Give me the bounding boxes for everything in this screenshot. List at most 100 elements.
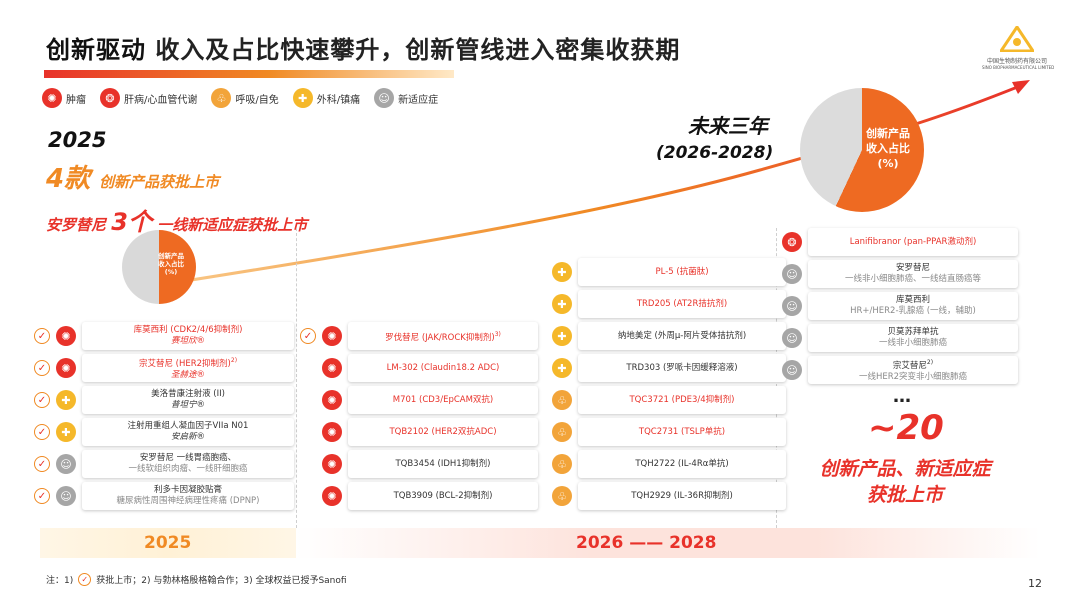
drug-card: 贝莫苏拜单抗 一线非小细胞肺癌 [808, 324, 1018, 352]
person-plus-icon: ☺ [782, 296, 802, 316]
logo-triangle-icon [998, 24, 1036, 53]
headline-count: 4款 创新产品获批上市 [46, 164, 220, 194]
person-plus-icon: ☺ [782, 264, 802, 284]
legend-item: ❂ 肝病/心血管代谢 [100, 88, 197, 108]
page-title: 创新驱动 收入及占比快速攀升，创新管线进入密集收获期 [46, 36, 681, 64]
pipeline-row: ♧ TQH2722 (IL-4Rα单抗) [552, 450, 786, 478]
approval-text: 创新产品、新适应症 获批上市 [819, 458, 991, 506]
check-icon: ✓ [34, 424, 50, 440]
pipeline-row: ✓ ✚ 注射用重组人凝血因子VIIa N01 安启新® [34, 418, 294, 446]
check-icon: ✓ [78, 573, 92, 586]
liver-icon: ❂ [782, 232, 802, 252]
check-icon: ✓ [300, 328, 316, 344]
drug-card: 宗艾替尼2) 一线HER2突变非小细胞肺癌 [808, 356, 1018, 384]
pipeline-row: ✚ PL-5 (抗菌肽) [552, 258, 786, 286]
pipeline-row: ✚ 纳地美定 (外周μ-阿片受体拮抗剂) [552, 322, 786, 350]
pipeline-row: ✺ TQB3454 (IDH1抑制剂) [300, 450, 538, 478]
tumor-icon: ✺ [42, 88, 62, 108]
legend-label: 肝病/心血管代谢 [124, 94, 198, 106]
company-logo: 中国生物制药有限公司 SINO BIOPHARMACEUTICAL LIMITE… [982, 24, 1054, 70]
pipeline-row: ♧ TQC3721 (PDE3/4抑制剂) [552, 386, 786, 414]
lung-icon: ♧ [211, 88, 232, 108]
person-plus-icon: ☺ [56, 454, 76, 474]
pipeline-row: ✓ ✚ 美洛昔康注射液 (II) 普坦宁® [34, 386, 294, 414]
pipeline-row: ☺ 库莫西利 HR+/HER2-乳腺癌 (一线，辅助) [782, 292, 1018, 320]
drug-card: TQB2102 (HER2双抗ADC) [348, 418, 538, 446]
bandage-icon: ✚ [552, 294, 572, 314]
check-icon: ✓ [34, 488, 50, 504]
drug-card: TQB3454 (IDH1抑制剂) [348, 450, 538, 478]
pipeline-row: ☺ 安罗替尼 一线非小细胞肺癌、一线结直肠癌等 [782, 260, 1018, 288]
pipeline-row: ✺ M701 (CD3/EpCAM双抗) [300, 386, 538, 414]
bandage-icon: ✚ [552, 326, 572, 346]
drug-card: 纳地美定 (外周μ-阿片受体拮抗剂) [578, 322, 786, 350]
pipeline-row: ✓ ✺ 宗艾替尼 (HER2抑制剂)2) 圣赫途® [34, 354, 294, 382]
lung-icon: ♧ [552, 422, 572, 442]
legend-item: ☺ 新适应症 [374, 88, 438, 108]
drug-card: TRD303 (罗哌卡因缓释溶液) [578, 354, 786, 382]
drug-card: 注射用重组人凝血因子VIIa N01 安启新® [82, 418, 294, 446]
pipeline-row: ☺ 贝莫苏拜单抗 一线非小细胞肺癌 [782, 324, 1018, 352]
check-icon: ✓ [34, 392, 50, 408]
drug-card: TQC3721 (PDE3/4抑制剂) [578, 386, 786, 414]
band-2025: 2025 [40, 528, 296, 558]
lung-icon: ♧ [552, 390, 572, 410]
title-underline [44, 70, 454, 78]
liver-icon: ❂ [100, 88, 120, 108]
column-divider [296, 228, 297, 528]
band-2026-2028: 2026 —— 2028 [296, 528, 1040, 558]
drug-card: TQB3909 (BCL-2抑制剂) [348, 482, 538, 510]
check-icon: ✓ [34, 456, 50, 472]
pipeline-row: ✓ ☺ 利多卡因凝胶贴膏 糖尿病性周围神经病理性疼痛 (DPNP) [34, 482, 294, 510]
tumor-icon: ✺ [322, 486, 342, 506]
check-icon: ✓ [34, 360, 50, 376]
footnote: 注：1) ✓ 获批上市；2) 与勃林格殷格翰合作；3) 全球权益已授予Sanof… [46, 573, 347, 586]
drug-card: 利多卡因凝胶贴膏 糖尿病性周围神经病理性疼痛 (DPNP) [82, 482, 294, 510]
person-plus-icon: ☺ [782, 328, 802, 348]
drug-card: TQC2731 (TSLP单抗) [578, 418, 786, 446]
pipeline-row: ✓ ☺ 安罗替尼 一线胃癌胞癌、 一线软组织肉瘤、一线肝细胞癌 [34, 450, 294, 478]
legend-item: ✚ 外科/镇痛 [292, 88, 361, 108]
person-plus-icon: ☺ [782, 360, 802, 380]
check-icon: ✓ [34, 328, 50, 344]
page-number: 12 [1028, 577, 1042, 590]
drug-card: TQH2929 (IL-36R抑制剂) [578, 482, 786, 510]
drug-card: 安罗替尼 一线非小细胞肺癌、一线结直肠癌等 [808, 260, 1018, 288]
future-title: 未来三年 [688, 114, 768, 138]
bandage-icon: ✚ [56, 422, 76, 442]
legend-label: 外科/镇痛 [316, 94, 361, 106]
pipeline-row: ✺ LM-302 (Claudin18.2 ADC) [300, 354, 538, 382]
legend-label: 肿瘤 [66, 94, 86, 106]
pipeline-row: ♧ TQH2929 (IL-36R抑制剂) [552, 482, 786, 510]
bandage-icon: ✚ [552, 262, 572, 282]
pipeline-row: ☺ 宗艾替尼2) 一线HER2突变非小细胞肺癌 [782, 356, 1018, 384]
bandage-icon: ✚ [292, 88, 313, 108]
revenue-share-pie-future: 创新产品 收入占比 (%) [800, 88, 924, 212]
legend-label: 呼吸/自免 [235, 94, 279, 106]
headline-drug: 安罗替尼 3个 一线新适应症获批上市 [46, 208, 308, 236]
pipeline-row: ✺ TQB3909 (BCL-2抑制剂) [300, 482, 538, 510]
pipeline-row: ✚ TRD205 (AT2R拮抗剂) [552, 290, 786, 318]
pipeline-row: ❂ Lanifibranor (pan-PPAR激动剂) [782, 228, 1018, 256]
drug-card: 宗艾替尼 (HER2抑制剂)2) 圣赫途® [82, 354, 294, 382]
lung-icon: ♧ [552, 454, 572, 474]
pipeline-row: ✺ TQB2102 (HER2双抗ADC) [300, 418, 538, 446]
drug-card: PL-5 (抗菌肽) [578, 258, 786, 286]
tumor-icon: ✺ [322, 358, 342, 378]
pipeline-row: ✚ TRD303 (罗哌卡因缓释溶液) [552, 354, 786, 382]
legend: ✺ 肿瘤 ❂ 肝病/心血管代谢 ♧ 呼吸/自免 ✚ 外科/镇痛 ☺ 新适应症 [42, 88, 438, 108]
person-plus-icon: ☺ [374, 88, 395, 108]
future-years: (2026-2028) [656, 143, 774, 163]
drug-card: TQH2722 (IL-4Rα单抗) [578, 450, 786, 478]
approval-count: ~20 [868, 408, 944, 448]
tumor-icon: ✺ [322, 454, 342, 474]
tumor-icon: ✺ [322, 422, 342, 442]
legend-label: 新适应症 [398, 94, 439, 106]
drug-card: M701 (CD3/EpCAM双抗) [348, 386, 538, 414]
person-plus-icon: ☺ [56, 486, 76, 506]
drug-card: 美洛昔康注射液 (II) 普坦宁® [82, 386, 294, 414]
drug-card: 安罗替尼 一线胃癌胞癌、 一线软组织肉瘤、一线肝细胞癌 [82, 450, 294, 478]
drug-card: LM-302 (Claudin18.2 ADC) [348, 354, 538, 382]
pipeline-row: ✓ ✺ 罗伐替尼 (JAK/ROCK抑制剂)3) [300, 322, 538, 350]
